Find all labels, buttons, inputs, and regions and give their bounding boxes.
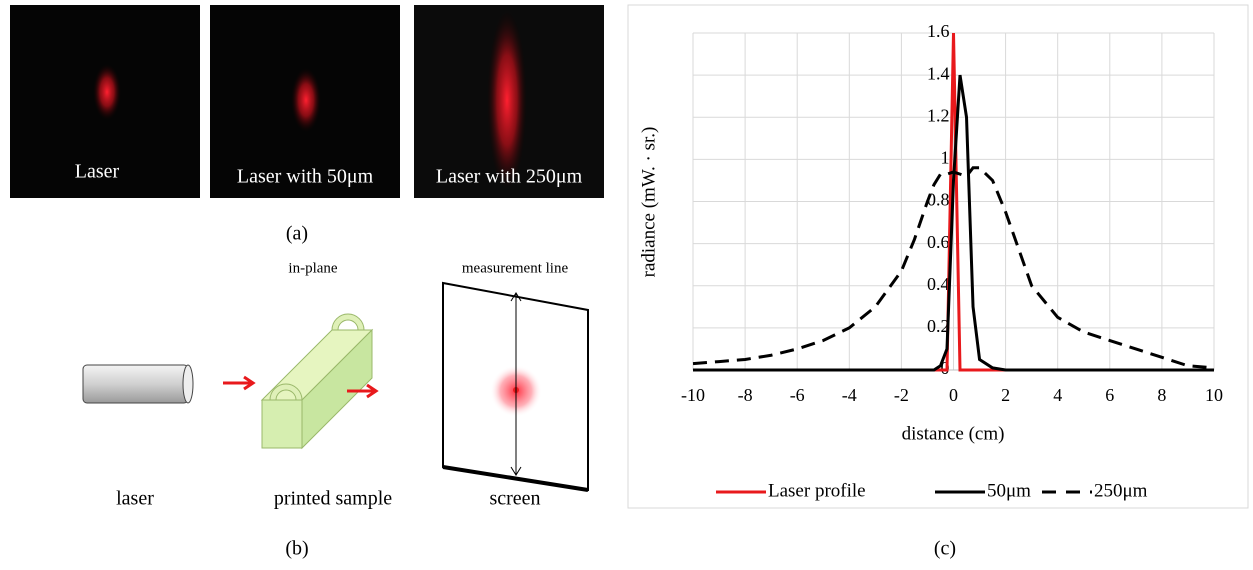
x-axis-label: distance (cm) [902,423,1005,444]
y-tick-label: 0.8 [927,190,950,210]
x-tick-label: -8 [738,385,753,405]
y-axis-label: radiance (mW. · sr.) [638,127,659,278]
legend-label: 250μm [1094,480,1148,501]
x-tick-label: 0 [949,385,958,405]
x-tick-label: 10 [1205,385,1223,405]
laser-end [183,365,193,403]
image-label: Laser [75,161,120,183]
arrow [223,377,253,389]
label: screen [489,488,540,510]
x-tick-label: -2 [894,385,909,405]
label: laser [116,488,154,510]
y-tick-label: 1.6 [927,21,950,41]
label: measurement line [462,260,569,276]
laser-spot [487,10,527,190]
legend-label: Laser profile [768,480,866,501]
label: printed sample [274,488,392,510]
sample-handle [332,314,364,330]
panel-caption: (a) [286,223,308,245]
y-tick-label: 1.2 [927,105,950,125]
x-tick-label: 4 [1053,385,1062,405]
x-tick-label: -6 [790,385,805,405]
x-tick-label: 2 [1001,385,1010,405]
laser-spot [93,64,121,120]
image-label: Laser with 250μm [436,166,583,188]
y-tick-label: 1 [941,148,950,168]
image-label: Laser with 50μm [237,166,374,188]
panel-caption: (b) [285,538,308,560]
x-tick-label: -10 [681,385,705,405]
page: {"figure": { "panel_a": {"caption": "(a)… [0,0,1253,570]
legend-label: 50μm [987,480,1031,501]
laser-spot [291,68,321,132]
x-tick-label: -4 [842,385,857,405]
figure: Laser Laser with 50μm Laser with 250μm (… [0,0,1253,565]
laser-body [83,365,188,403]
panel-caption: (c) [934,538,956,560]
label: in-plane [288,260,337,276]
sample-front [262,400,302,448]
x-tick-label: 8 [1157,385,1166,405]
y-tick-label: 1.4 [927,63,950,83]
y-tick-label: 0.6 [927,232,950,252]
y-tick-label: 0.4 [927,274,950,294]
x-tick-label: 6 [1105,385,1114,405]
